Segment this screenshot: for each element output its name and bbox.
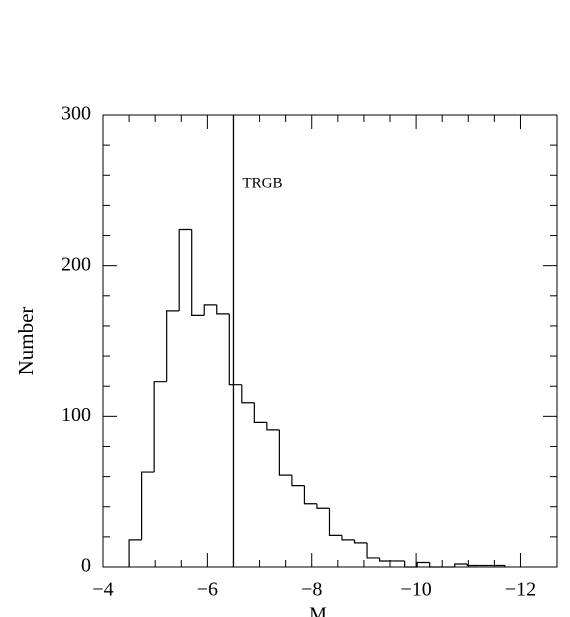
- y-tick-label: 100: [61, 404, 91, 426]
- trgb-label: TRGB: [242, 175, 282, 191]
- x-axis-label: M: [309, 604, 327, 617]
- y-axis-label: Number: [14, 307, 38, 376]
- histogram-bar: [303, 485, 317, 505]
- histogram-bar: [353, 539, 368, 544]
- histogram-bar: [141, 471, 155, 540]
- histogram-bar: [253, 402, 267, 423]
- plot-frame: [102, 114, 558, 568]
- x-tick-label: −4: [92, 579, 113, 601]
- histogram-bar: [316, 503, 330, 509]
- histogram-bar: [153, 381, 167, 473]
- histogram-bar: [466, 563, 480, 567]
- histogram-bar: [429, 562, 443, 568]
- histogram-bar: [241, 384, 255, 404]
- histogram-bar: [378, 557, 393, 562]
- x-tick-label: −10: [400, 579, 431, 601]
- histogram-bar: [291, 475, 305, 487]
- y-tick-label: 200: [61, 253, 91, 275]
- histogram-bar: [404, 560, 418, 568]
- x-tick-label: −12: [505, 579, 536, 601]
- histogram-bar: [166, 310, 180, 382]
- histogram-bar: [366, 542, 380, 559]
- histogram-bar: [178, 228, 192, 311]
- histogram-bar: [216, 304, 230, 315]
- histogram-bar: [266, 422, 280, 431]
- histogram-bar: [454, 563, 468, 567]
- histogram-bar: [203, 304, 217, 316]
- histogram-bar: [128, 539, 142, 567]
- histogram-bar: [492, 564, 506, 567]
- y-tick-label: 0: [81, 555, 91, 577]
- histogram-bar: [228, 313, 242, 386]
- histogram-bar: [341, 535, 355, 541]
- x-tick-label: −8: [301, 579, 322, 601]
- histogram-bar: [278, 429, 292, 476]
- histogram-bar: [416, 561, 430, 567]
- histogram-bar: [191, 229, 205, 316]
- histogram-bar: [328, 508, 343, 536]
- y-tick-label: 300: [61, 103, 91, 125]
- x-tick-label: −6: [197, 579, 218, 601]
